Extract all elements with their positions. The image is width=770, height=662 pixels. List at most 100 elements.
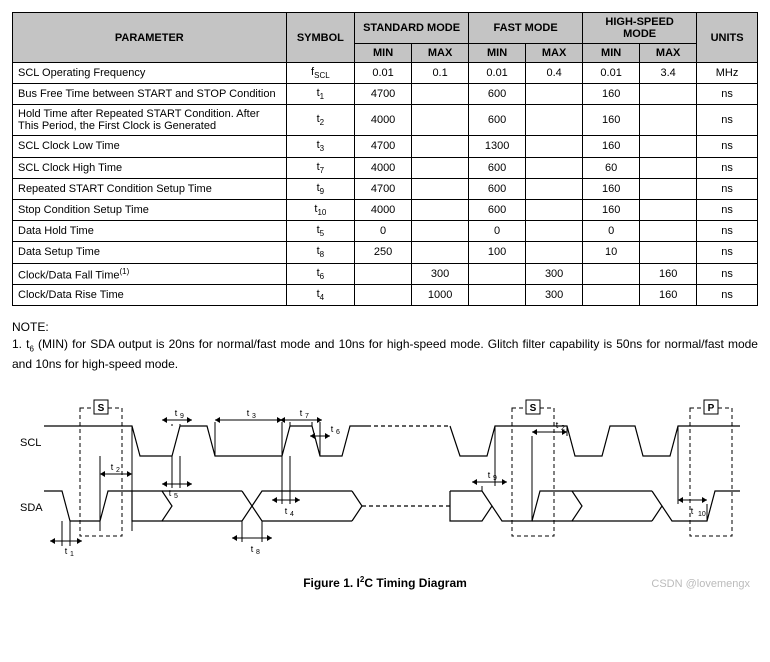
table-row: Clock/Data Rise Timet41000300160ns xyxy=(13,285,758,306)
cell-value xyxy=(640,199,697,220)
cell-value: ns xyxy=(697,285,758,306)
cell-value xyxy=(640,84,697,105)
cell-symbol: t6 xyxy=(286,263,354,285)
svg-text:10: 10 xyxy=(698,511,706,518)
cell-symbol: t10 xyxy=(286,199,354,220)
cell-value xyxy=(640,105,697,136)
cell-value: ns xyxy=(697,263,758,285)
th-std-max: MAX xyxy=(412,44,469,63)
cell-symbol: t3 xyxy=(286,136,354,157)
cell-value xyxy=(640,136,697,157)
cell-symbol: t2 xyxy=(286,105,354,136)
table-row: Bus Free Time between START and STOP Con… xyxy=(13,84,758,105)
cell-value: 160 xyxy=(640,263,697,285)
cell-value: 300 xyxy=(412,263,469,285)
th-fast: FAST MODE xyxy=(469,13,583,44)
table-row: SCL Operating FrequencyfSCL0.010.10.010.… xyxy=(13,63,758,84)
th-fast-min: MIN xyxy=(469,44,526,63)
cell-symbol: t4 xyxy=(286,285,354,306)
cell-value: 0.01 xyxy=(583,63,640,84)
cell-value xyxy=(526,157,583,178)
cell-value: 600 xyxy=(469,178,526,199)
cell-symbol: t9 xyxy=(286,178,354,199)
cell-value: ns xyxy=(697,221,758,242)
cell-parameter: SCL Clock Low Time xyxy=(13,136,287,157)
cell-parameter: SCL Operating Frequency xyxy=(13,63,287,84)
cell-value: 300 xyxy=(526,263,583,285)
svg-text:t: t xyxy=(65,546,68,556)
cell-parameter: Stop Condition Setup Time xyxy=(13,199,287,220)
caption-text: Figure 1. I xyxy=(303,576,360,590)
table-row: Hold Time after Repeated START Condition… xyxy=(13,105,758,136)
svg-text:t: t xyxy=(556,420,559,430)
svg-text:t: t xyxy=(111,462,114,472)
cell-value: 1300 xyxy=(469,136,526,157)
cell-value: ns xyxy=(697,136,758,157)
svg-text:t: t xyxy=(300,408,303,418)
cell-value: ns xyxy=(697,178,758,199)
watermark: CSDN @lovemengx xyxy=(651,578,750,590)
table-row: Data Hold Timet5000ns xyxy=(13,221,758,242)
cell-value xyxy=(355,263,412,285)
svg-text:4: 4 xyxy=(290,511,294,518)
cell-value: ns xyxy=(697,105,758,136)
cell-value: 0.01 xyxy=(355,63,412,84)
th-units: UNITS xyxy=(697,13,758,63)
cell-value: ns xyxy=(697,199,758,220)
cell-value: MHz xyxy=(697,63,758,84)
svg-text:1: 1 xyxy=(70,551,74,558)
cell-parameter: Repeated START Condition Setup Time xyxy=(13,178,287,199)
cell-value: ns xyxy=(697,84,758,105)
cell-value xyxy=(526,178,583,199)
cell-value xyxy=(640,178,697,199)
cell-value: 160 xyxy=(583,136,640,157)
cell-value xyxy=(526,199,583,220)
cell-value xyxy=(412,84,469,105)
cell-value xyxy=(583,285,640,306)
cell-value xyxy=(469,285,526,306)
cell-value xyxy=(412,136,469,157)
svg-text:SCL: SCL xyxy=(20,437,41,449)
cell-value xyxy=(412,157,469,178)
cell-symbol: t5 xyxy=(286,221,354,242)
cell-value: 0 xyxy=(355,221,412,242)
cell-value: 160 xyxy=(640,285,697,306)
th-parameter: PARAMETER xyxy=(13,13,287,63)
cell-value xyxy=(526,84,583,105)
cell-value: ns xyxy=(697,157,758,178)
cell-value xyxy=(469,263,526,285)
cell-symbol: fSCL xyxy=(286,63,354,84)
cell-value: 600 xyxy=(469,105,526,136)
cell-value xyxy=(412,221,469,242)
cell-value: 0.4 xyxy=(526,63,583,84)
cell-parameter: Clock/Data Rise Time xyxy=(13,285,287,306)
cell-value: 600 xyxy=(469,157,526,178)
cell-value: 4000 xyxy=(355,105,412,136)
cell-value xyxy=(412,178,469,199)
timing-diagram-figure: SCLSDASSPt1t2t9t3t7t6t5t4t8t9t2t10 Figur… xyxy=(12,396,758,590)
th-standard: STANDARD MODE xyxy=(355,13,469,44)
svg-text:t: t xyxy=(691,506,694,516)
cell-symbol: t7 xyxy=(286,157,354,178)
cell-parameter: Clock/Data Fall Time(1) xyxy=(13,263,287,285)
cell-value xyxy=(526,136,583,157)
cell-value: 0 xyxy=(583,221,640,242)
th-std-min: MIN xyxy=(355,44,412,63)
th-fast-max: MAX xyxy=(526,44,583,63)
svg-text:6: 6 xyxy=(336,429,340,436)
svg-text:S: S xyxy=(98,403,105,414)
svg-text:2: 2 xyxy=(561,425,565,432)
cell-value: 4700 xyxy=(355,136,412,157)
cell-value: 4700 xyxy=(355,178,412,199)
cell-symbol: t8 xyxy=(286,242,354,263)
cell-value: 250 xyxy=(355,242,412,263)
table-row: Clock/Data Fall Time(1)t6 300 300 160ns xyxy=(13,263,758,285)
cell-value: ns xyxy=(697,242,758,263)
svg-text:5: 5 xyxy=(174,493,178,500)
timing-diagram-svg: SCLSDASSPt1t2t9t3t7t6t5t4t8t9t2t10 xyxy=(12,396,742,566)
table-row: SCL Clock High Timet7400060060ns xyxy=(13,157,758,178)
th-highspeed: HIGH-SPEED MODE xyxy=(583,13,697,44)
svg-text:P: P xyxy=(708,403,715,414)
svg-text:t: t xyxy=(175,408,178,418)
cell-value xyxy=(640,221,697,242)
